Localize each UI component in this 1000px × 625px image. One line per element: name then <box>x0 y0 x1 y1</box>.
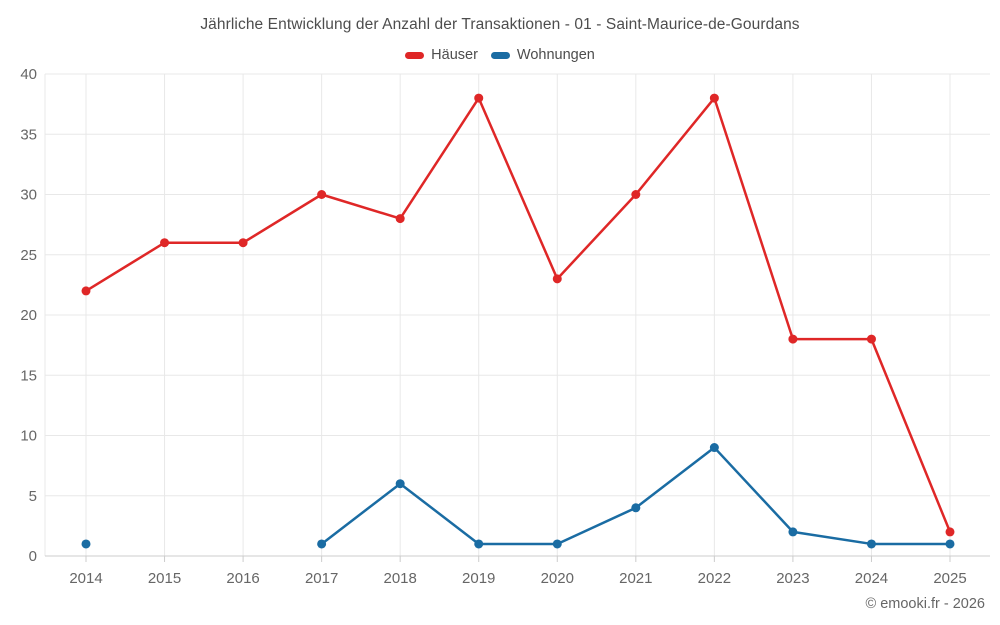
data-point-hauser-2023[interactable] <box>788 334 798 344</box>
data-point-wohnungen-2021[interactable] <box>631 503 641 513</box>
data-point-hauser-2018[interactable] <box>395 214 405 224</box>
y-tick-label: 30 <box>20 187 37 204</box>
x-tick-label: 2016 <box>226 570 259 587</box>
x-tick-label: 2022 <box>698 570 731 587</box>
legend-swatch-wohnungen <box>490 51 510 59</box>
x-tick-label: 2023 <box>776 570 809 587</box>
data-point-hauser-2024[interactable] <box>866 334 876 344</box>
data-point-wohnungen-2018[interactable] <box>395 479 405 489</box>
data-point-hauser-2017[interactable] <box>317 190 327 199</box>
legend-label-wohnungen: Wohnungen <box>516 47 595 63</box>
chart-title: Jährliche Entwicklung der Anzahl der Tra… <box>200 16 800 33</box>
y-tick-label: 5 <box>29 488 37 505</box>
x-tick-label: 2017 <box>305 570 338 587</box>
data-point-wohnungen-2025[interactable] <box>945 539 955 549</box>
data-point-wohnungen-2022[interactable] <box>709 443 719 453</box>
x-tick-label: 2018 <box>383 570 416 587</box>
x-tick-label: 2025 <box>933 570 966 587</box>
x-tick-label: 2015 <box>148 570 181 587</box>
data-point-wohnungen-2023[interactable] <box>788 527 798 537</box>
data-point-wohnungen-2024[interactable] <box>866 539 876 549</box>
x-tick-label: 2019 <box>462 570 495 587</box>
data-point-wohnungen-2020[interactable] <box>552 539 562 549</box>
data-point-wohnungen-2014[interactable] <box>81 539 91 549</box>
y-tick-label: 20 <box>20 307 37 324</box>
y-tick-label: 25 <box>20 247 37 264</box>
x-tick-label: 2020 <box>541 570 574 587</box>
legend-swatch-hauser <box>405 51 425 59</box>
y-tick-label: 10 <box>20 428 37 445</box>
data-point-hauser-2022[interactable] <box>709 93 719 103</box>
data-point-wohnungen-2019[interactable] <box>474 539 484 549</box>
data-point-hauser-2015[interactable] <box>160 238 170 248</box>
y-tick-label: 40 <box>20 66 37 83</box>
x-tick-label: 2014 <box>69 570 102 587</box>
x-tick-label: 2024 <box>855 570 888 587</box>
data-point-hauser-2014[interactable] <box>81 286 91 296</box>
data-point-hauser-2019[interactable] <box>474 93 484 103</box>
legend-item-hauser[interactable]: Häuser <box>405 47 478 63</box>
y-tick-label: 15 <box>20 367 37 384</box>
series-line-hauser <box>84 96 952 534</box>
data-point-hauser-2016[interactable] <box>238 238 248 248</box>
legend-label-hauser: Häuser <box>431 47 478 63</box>
x-tick-label: 2021 <box>619 570 652 587</box>
legend-item-wohnungen[interactable]: Wohnungen <box>490 47 595 63</box>
footer-credit: © emooki.fr - 2026 <box>865 596 985 612</box>
data-point-hauser-2025[interactable] <box>945 527 955 537</box>
data-point-hauser-2020[interactable] <box>552 274 562 284</box>
data-point-wohnungen-2017[interactable] <box>317 539 327 549</box>
data-point-hauser-2021[interactable] <box>631 190 641 199</box>
legend: Häuser Wohnungen <box>0 47 1000 63</box>
y-tick-label: 0 <box>29 548 37 565</box>
y-tick-label: 35 <box>20 126 37 143</box>
